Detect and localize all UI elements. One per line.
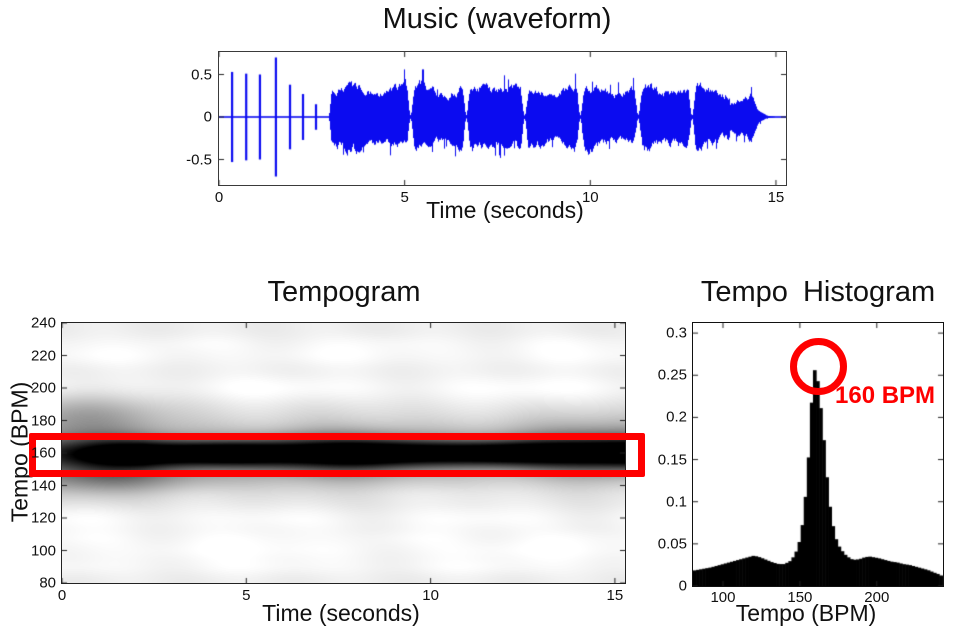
- tick-label: 0: [203, 108, 212, 126]
- tick-label: -0.5: [186, 151, 212, 168]
- tick-label: 0.3: [666, 324, 687, 342]
- tick-label: 120: [30, 509, 56, 527]
- waveform-canvas: [219, 52, 786, 185]
- tempogram-plot-area: [61, 322, 626, 584]
- tick-label: 0.05: [657, 535, 687, 553]
- tick-label: 240: [30, 314, 56, 332]
- tick-label: 150: [787, 589, 813, 606]
- histogram-title: Tempo Histogram: [700, 276, 936, 308]
- waveform-title: Music (waveform): [382, 3, 612, 35]
- tick-label: 15: [606, 587, 624, 604]
- tick-label: 200: [864, 589, 890, 606]
- tick-label: 0.25: [657, 366, 687, 384]
- tick-label: 220: [30, 347, 56, 364]
- peak-bpm-label: 160 BPM: [835, 382, 936, 409]
- tick-label: 15: [767, 189, 785, 206]
- tick-label: 5: [242, 587, 251, 604]
- tick-label: 10: [581, 189, 599, 206]
- tick-label: 200: [30, 379, 56, 397]
- tick-label: 0: [57, 587, 67, 604]
- tick-label: 5: [400, 189, 409, 206]
- tick-label: 0: [214, 189, 224, 206]
- tempogram-canvas: [62, 323, 625, 583]
- tick-label: 0.15: [657, 451, 687, 469]
- histogram-xlabel: Tempo (BPM): [735, 600, 877, 626]
- tempogram-xlabel: Time (seconds): [262, 600, 420, 626]
- waveform-plot-area: [218, 51, 787, 186]
- peak-circle-annotation: [790, 338, 847, 395]
- waveform-xlabel: Time (seconds): [426, 197, 584, 223]
- tick-label: 0.5: [191, 66, 212, 83]
- tick-label: 0: [678, 577, 687, 595]
- tick-label: 140: [30, 477, 56, 494]
- tick-label: 180: [30, 412, 56, 429]
- tick-label: 0.2: [666, 408, 687, 426]
- tick-label: 100: [30, 542, 56, 559]
- tick-label: 0.1: [666, 493, 687, 511]
- tick-label: 160: [30, 444, 56, 462]
- tick-label: 80: [39, 574, 56, 592]
- tick-label: 100: [710, 589, 736, 606]
- tick-label: 10: [422, 587, 439, 604]
- tempogram-title: Tempogram: [267, 276, 421, 308]
- tempo-band-highlight-rect: [29, 433, 645, 477]
